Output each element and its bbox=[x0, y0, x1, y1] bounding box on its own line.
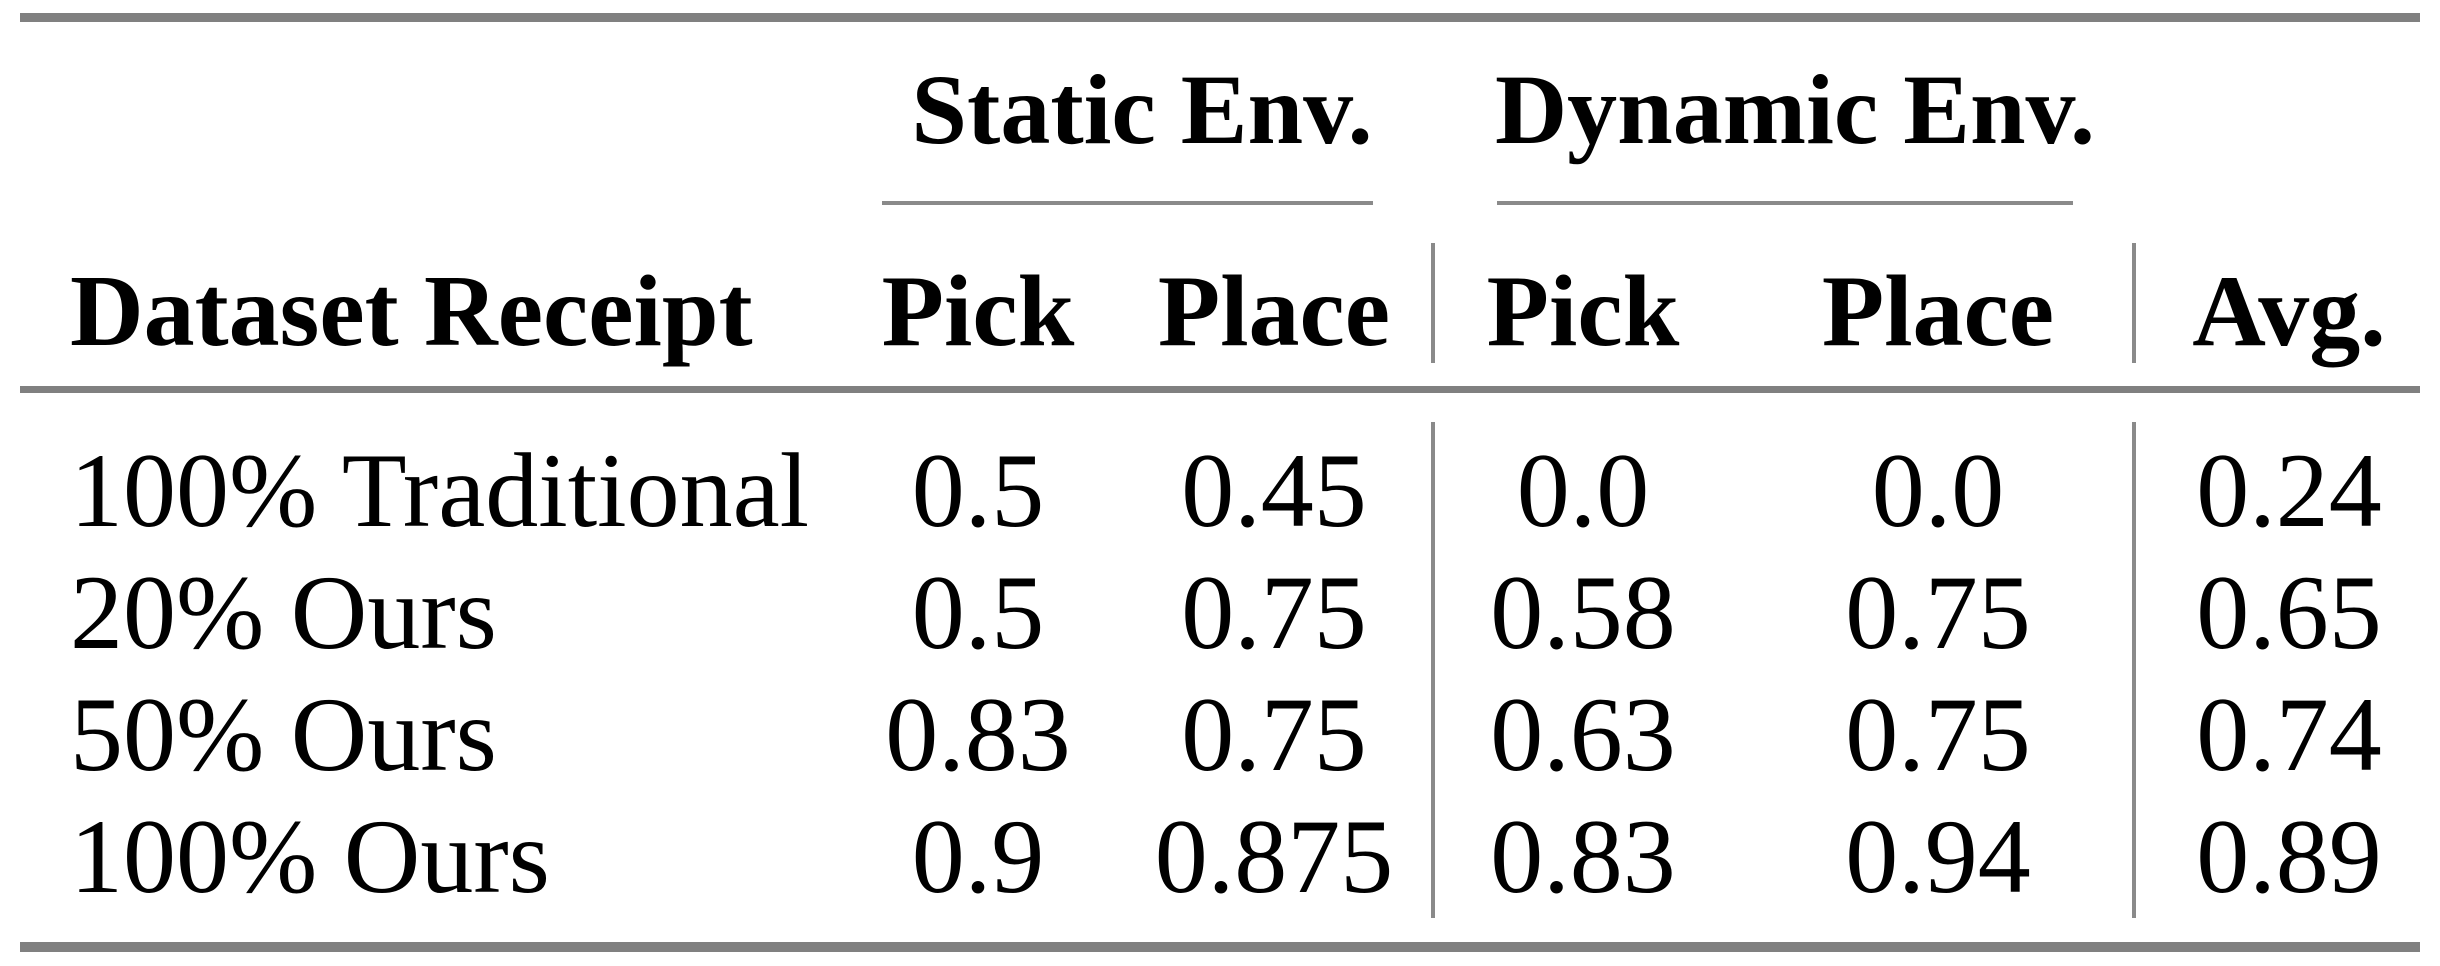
column-separator-1-body bbox=[1431, 422, 1435, 918]
table-top-rule bbox=[20, 13, 2420, 22]
row-label: 100% Ours bbox=[70, 798, 550, 915]
cell-value: 0.58 bbox=[1490, 554, 1676, 671]
column-group-dynamic-env: Dynamic Env. bbox=[1494, 54, 2096, 165]
header-static-place: Place bbox=[1157, 255, 1391, 368]
header-dynamic-place: Place bbox=[1821, 255, 2055, 368]
cell-value: 0.24 bbox=[2196, 432, 2382, 549]
cell-value: 0.89 bbox=[2196, 798, 2382, 915]
cell-value: 0.5 bbox=[911, 554, 1045, 671]
cell-value: 0.875 bbox=[1154, 798, 1394, 915]
row-label: 50% Ours bbox=[70, 676, 497, 793]
header-dynamic-pick: Pick bbox=[1486, 255, 1680, 368]
cell-value: 0.75 bbox=[1845, 554, 2031, 671]
cell-value: 0.63 bbox=[1490, 676, 1676, 793]
cell-value: 0.75 bbox=[1181, 676, 1367, 793]
table-header-row: Dataset Receipt Pick Place Pick Place Av… bbox=[0, 248, 2440, 376]
cell-value: 0.65 bbox=[2196, 554, 2382, 671]
column-separator-2-header bbox=[2132, 243, 2136, 363]
cell-value: 0.0 bbox=[1871, 432, 2005, 549]
cell-value: 0.75 bbox=[1181, 554, 1367, 671]
column-separator-1-header bbox=[1431, 243, 1435, 363]
table-row: 50% Ours 0.83 0.75 0.63 0.75 0.74 bbox=[0, 674, 2440, 796]
cell-value: 0.45 bbox=[1181, 432, 1367, 549]
column-group-header-row: Static Env. Dynamic Env. bbox=[0, 60, 2440, 160]
row-label: 100% Traditional bbox=[70, 432, 810, 549]
cell-value: 0.0 bbox=[1516, 432, 1650, 549]
cell-value: 0.9 bbox=[911, 798, 1045, 915]
table-bottom-rule bbox=[20, 942, 2420, 952]
table-row: 20% Ours 0.5 0.75 0.58 0.75 0.65 bbox=[0, 552, 2440, 674]
column-group-static-env: Static Env. bbox=[911, 54, 1373, 165]
cell-value: 0.83 bbox=[885, 676, 1071, 793]
table-row: 100% Traditional 0.5 0.45 0.0 0.0 0.24 bbox=[0, 430, 2440, 552]
row-label: 20% Ours bbox=[70, 554, 497, 671]
header-avg: Avg. bbox=[2192, 255, 2386, 368]
cell-value: 0.83 bbox=[1490, 798, 1676, 915]
cell-value: 0.74 bbox=[2196, 676, 2382, 793]
cell-value: 0.94 bbox=[1845, 798, 2031, 915]
dynamic-env-underline bbox=[1497, 201, 2073, 205]
cell-value: 0.75 bbox=[1845, 676, 2031, 793]
header-dataset-receipt: Dataset Receipt bbox=[70, 255, 753, 368]
header-static-pick: Pick bbox=[881, 255, 1075, 368]
table-row: 100% Ours 0.9 0.875 0.83 0.94 0.89 bbox=[0, 796, 2440, 918]
table-mid-rule bbox=[20, 386, 2420, 393]
static-env-underline bbox=[882, 201, 1373, 205]
column-separator-2-body bbox=[2132, 422, 2136, 918]
cell-value: 0.5 bbox=[911, 432, 1045, 549]
